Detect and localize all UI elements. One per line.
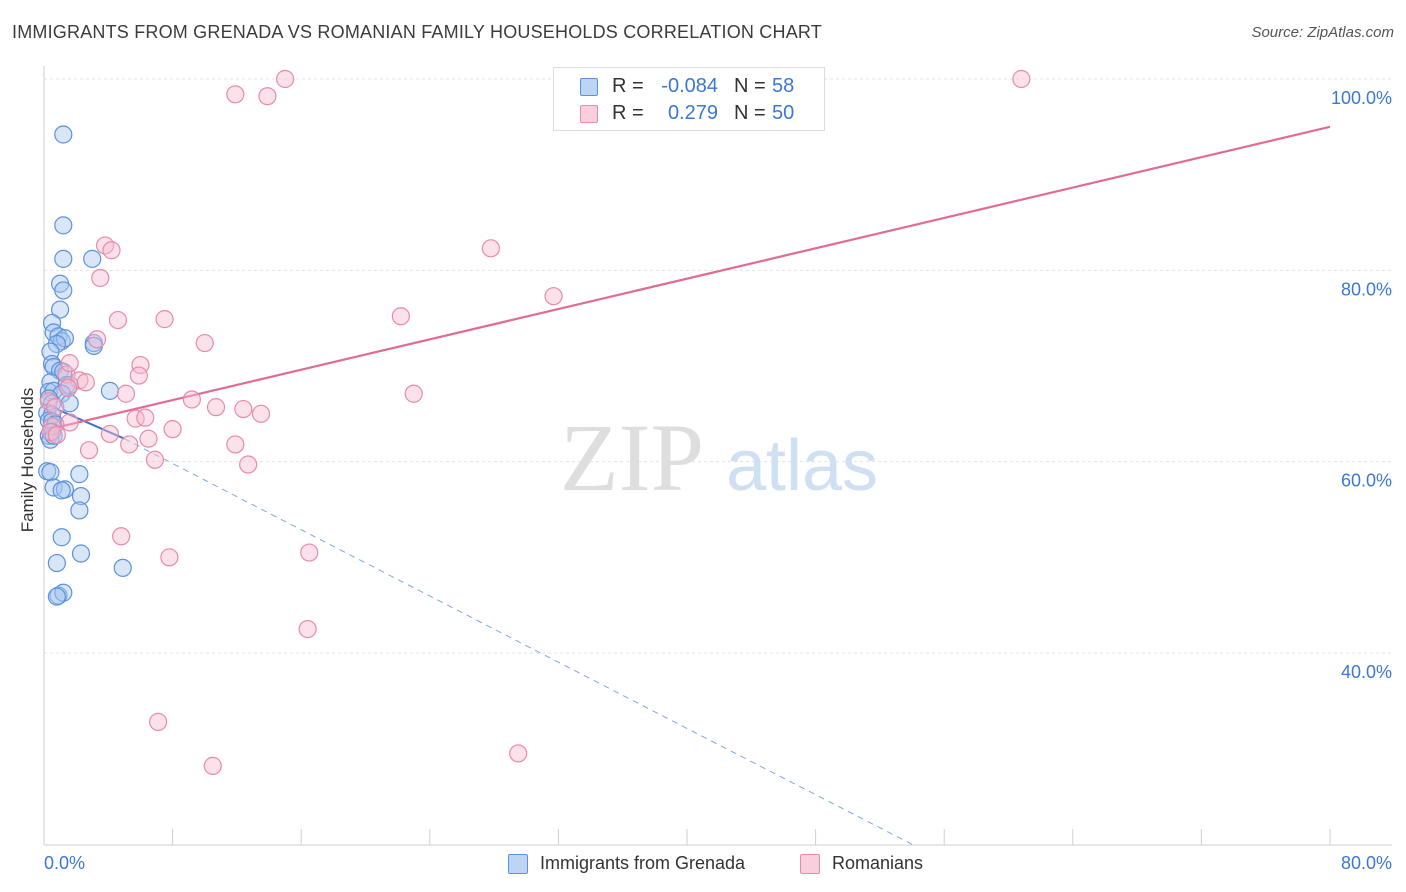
point-romanians <box>276 69 295 89</box>
point-grenada <box>54 216 73 235</box>
point-grenada <box>54 125 73 144</box>
point-romanians <box>509 744 528 763</box>
legend-r-label: R = <box>612 75 644 97</box>
watermark-atlas: atlas <box>726 426 878 506</box>
legend-n-value: 50 <box>772 102 795 124</box>
point-romanians <box>112 527 131 546</box>
y-tick-label: 100.0% <box>1331 88 1392 108</box>
legend-swatch-romanians <box>580 105 598 123</box>
legend-row-romanians: R = 0.279 N = 50 <box>554 101 824 127</box>
point-romanians <box>251 404 271 423</box>
point-romanians <box>47 425 66 444</box>
point-romanians <box>160 548 179 567</box>
x-tick-label: 0.0% <box>44 853 85 873</box>
y-tick-label: 40.0% <box>1341 662 1392 682</box>
point-grenada <box>71 487 91 506</box>
trend-line-romanians <box>45 125 1331 432</box>
point-grenada <box>52 481 71 500</box>
point-romanians <box>129 366 148 385</box>
point-romanians <box>120 435 139 454</box>
point-romanians <box>87 330 107 349</box>
point-romanians <box>300 543 319 562</box>
point-grenada <box>60 394 79 413</box>
point-romanians <box>182 390 201 409</box>
data-points <box>38 69 1031 775</box>
point-romanians <box>544 287 563 306</box>
point-romanians <box>60 354 79 373</box>
point-romanians <box>149 712 168 731</box>
legend-row-grenada: R = -0.084 N = 58 <box>554 74 824 100</box>
y-tick-label: 80.0% <box>1341 279 1392 299</box>
point-romanians <box>139 429 158 448</box>
point-grenada <box>83 249 102 268</box>
bottom-legend: Immigrants from Grenada Romanians <box>0 852 1406 878</box>
point-romanians <box>136 408 155 427</box>
point-romanians <box>226 435 245 454</box>
point-romanians <box>79 441 99 460</box>
point-romanians <box>108 310 128 330</box>
point-grenada <box>113 558 132 577</box>
point-romanians <box>195 333 214 353</box>
legend-n-label: N = <box>734 75 766 97</box>
point-romanians <box>239 455 258 474</box>
point-romanians <box>163 420 182 439</box>
point-romanians <box>226 85 245 104</box>
point-romanians <box>102 241 121 260</box>
legend-r-value: 0.279 <box>667 102 718 124</box>
point-romanians <box>203 756 222 775</box>
point-romanians <box>116 384 136 403</box>
point-romanians <box>59 378 78 398</box>
point-romanians <box>391 307 410 326</box>
point-romanians <box>234 399 253 419</box>
point-romanians <box>258 87 277 106</box>
tick-labels: 40.0% 60.0% 80.0% 100.0% 0.0% 80.0% <box>44 88 1392 873</box>
point-grenada <box>41 463 60 482</box>
point-romanians <box>76 373 95 392</box>
point-romanians <box>145 450 165 469</box>
chart-title: IMMIGRANTS FROM GRENADA VS ROMANIAN FAMI… <box>12 22 822 42</box>
point-romanians <box>298 619 317 639</box>
point-grenada <box>54 249 73 268</box>
trend-line-grenada-extension <box>124 438 913 845</box>
point-romanians <box>100 424 120 444</box>
x-tick-label: 80.0% <box>1341 853 1392 873</box>
axes <box>43 66 1392 846</box>
gridlines <box>44 78 1392 654</box>
point-grenada <box>49 586 68 605</box>
chart-source: Source: ZipAtlas.com <box>1251 24 1394 41</box>
point-grenada <box>70 501 89 520</box>
legend-n-value: 58 <box>772 75 795 97</box>
legend-r-value: -0.084 <box>661 75 718 97</box>
point-romanians <box>404 384 423 403</box>
point-grenada <box>47 587 66 606</box>
point-romanians <box>60 413 79 432</box>
point-grenada <box>47 553 66 573</box>
point-romanians <box>46 398 65 417</box>
point-grenada <box>52 528 71 547</box>
point-romanians <box>155 310 174 329</box>
legend-n-label: N = <box>734 102 766 124</box>
point-grenada <box>52 332 71 351</box>
bottom-legend-label-grenada: Immigrants from Grenada <box>540 853 746 873</box>
y-tick-label: 60.0% <box>1341 471 1392 491</box>
legend-r-label: R = <box>612 102 644 124</box>
bottom-legend-swatch-grenada <box>508 854 528 874</box>
point-grenada <box>100 381 120 400</box>
point-grenada <box>70 465 89 484</box>
point-romanians <box>1012 69 1031 89</box>
point-grenada <box>71 544 91 563</box>
bottom-legend-label-romanians: Romanians <box>832 853 924 873</box>
point-grenada <box>54 281 73 300</box>
legend-swatch-grenada <box>580 78 598 96</box>
point-romanians <box>91 268 110 288</box>
stats-legend: R = -0.084 N = 58 R = 0.279 N = 50 <box>553 67 825 131</box>
point-grenada <box>50 300 70 319</box>
point-romanians <box>206 398 226 417</box>
watermark-zip: ZIP <box>560 404 704 511</box>
point-romanians <box>126 409 145 428</box>
point-romanians <box>481 239 500 258</box>
bottom-legend-swatch-romanians <box>800 854 820 874</box>
